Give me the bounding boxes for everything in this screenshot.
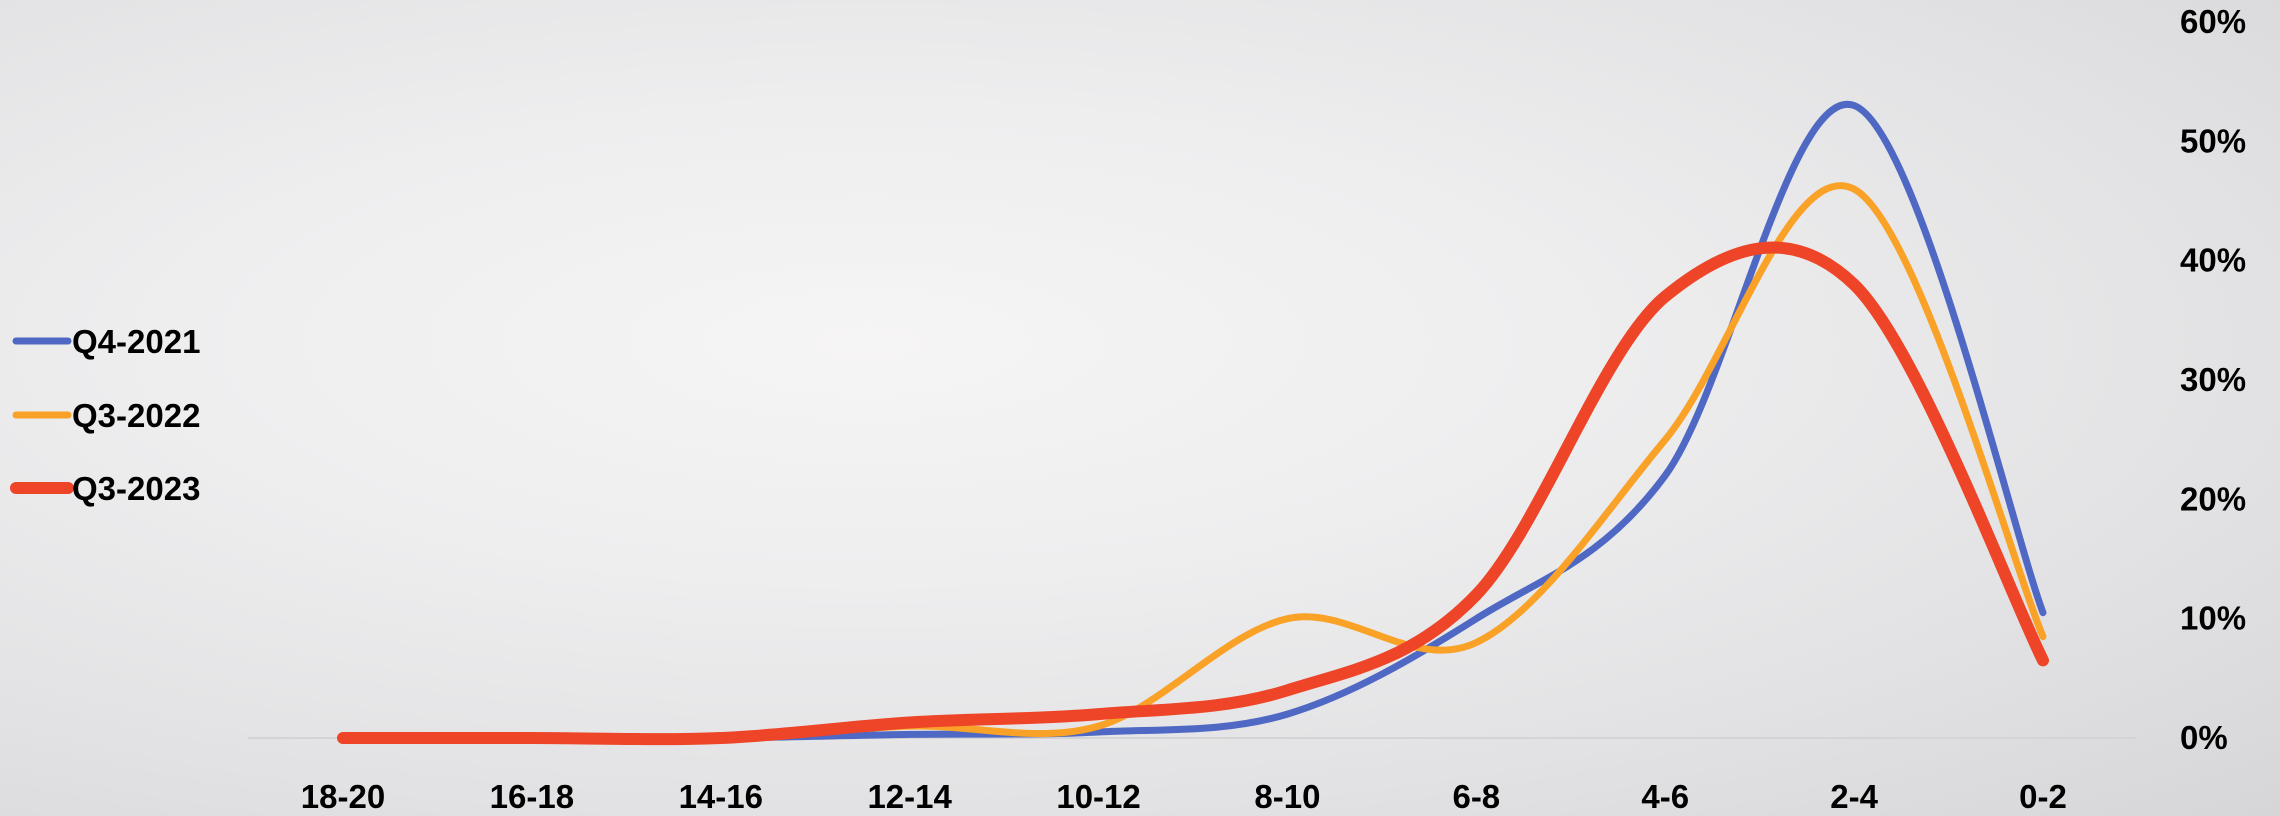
x-tick-label: 16-18 — [490, 778, 574, 815]
series-line-q3-2023 — [337, 241, 2049, 746]
y-tick-label: 10% — [2180, 600, 2246, 637]
x-tick-label: 14-16 — [679, 778, 763, 815]
y-tick-label: 60% — [2180, 3, 2246, 40]
legend-label: Q4-2021 — [72, 323, 200, 360]
x-tick-label: 12-14 — [867, 778, 952, 815]
x-tick-label: 18-20 — [301, 778, 385, 815]
x-tick-label: 6-8 — [1452, 778, 1500, 815]
series-line-q4-2021 — [339, 100, 2047, 742]
y-tick-label: 20% — [2180, 480, 2246, 517]
x-tick-label: 0-2 — [2019, 778, 2067, 815]
series-line-q3-2022 — [339, 182, 2047, 743]
x-tick-label: 8-10 — [1254, 778, 1320, 815]
y-tick-label: 0% — [2180, 719, 2228, 756]
legend-label: Q3-2023 — [72, 470, 200, 507]
legend-label: Q3-2022 — [72, 397, 200, 434]
y-tick-label: 30% — [2180, 361, 2246, 398]
y-tick-label: 40% — [2180, 242, 2246, 279]
x-tick-label: 10-12 — [1056, 778, 1140, 815]
x-tick-label: 2-4 — [1830, 778, 1878, 815]
y-tick-label: 50% — [2180, 122, 2246, 159]
x-tick-label: 4-6 — [1641, 778, 1689, 815]
